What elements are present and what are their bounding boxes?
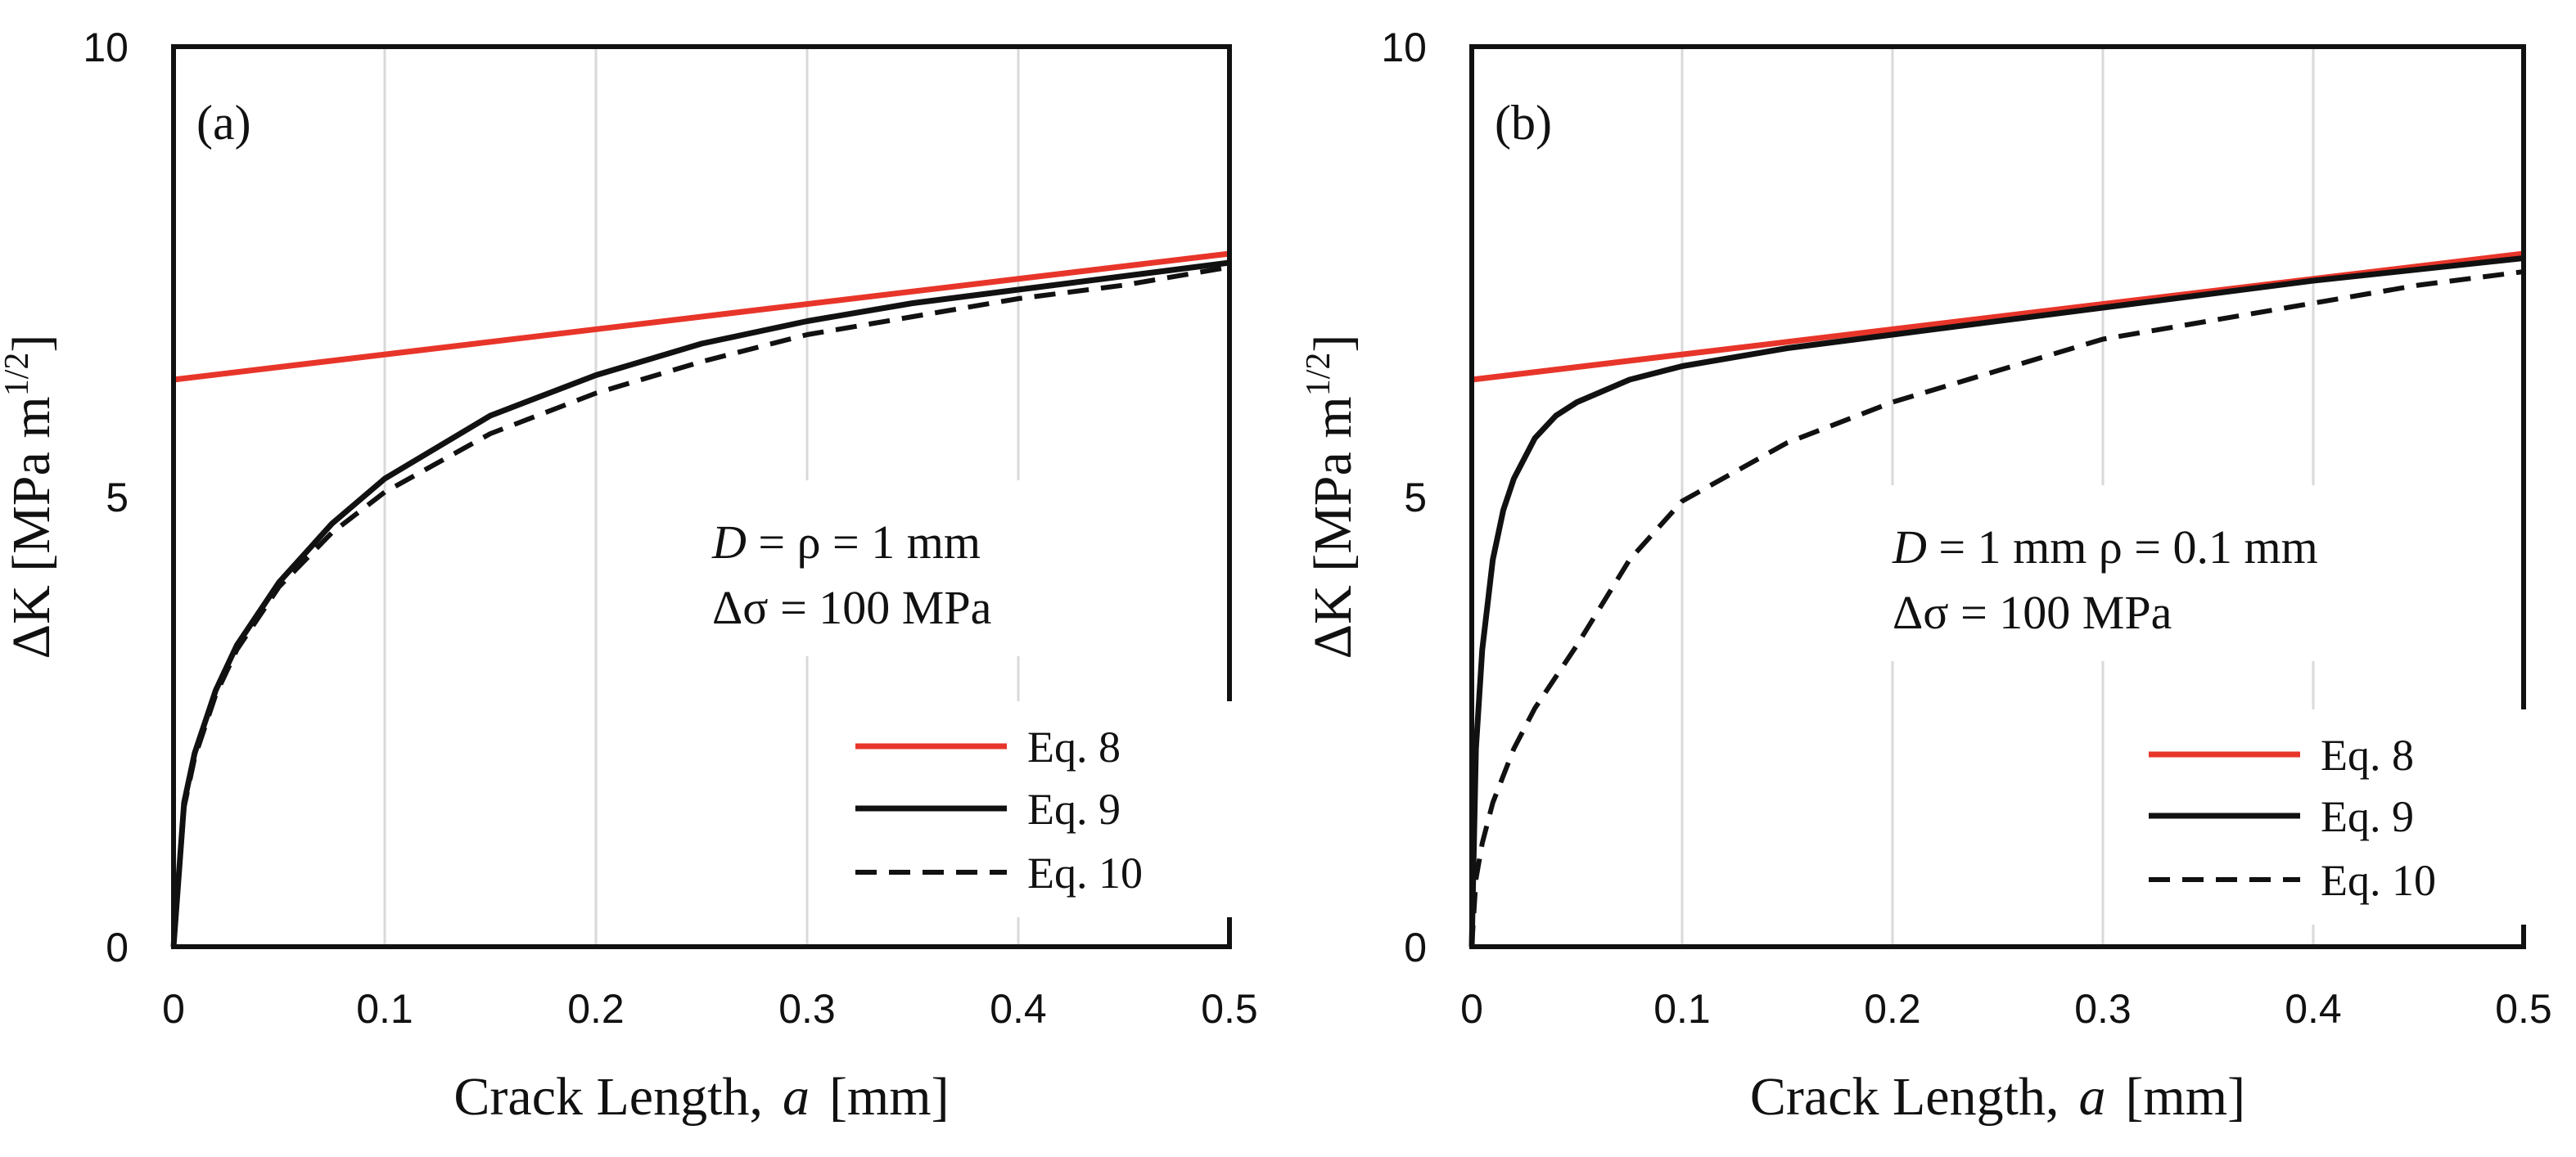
- chart-panel-a: 0 0.1 0.2 0.3 0.4 0.5 0 5 10 (a) Crack Length, a [mm…: [0, 25, 1258, 1127]
- x-axis-title-text: Crack Length,: [453, 1067, 763, 1127]
- series-line-eq-8: [173, 250, 1230, 383]
- x-tick-label: 0.4: [2285, 986, 2342, 1032]
- annotation-line-1: D = 1 mm ρ = 0.1 mm: [1892, 520, 2318, 574]
- y-tick-label: 10: [83, 25, 129, 70]
- annotation-line-2: Δσ = 100 MPa: [712, 581, 991, 634]
- y-axis-title-end: ]: [1303, 335, 1363, 353]
- annotation-text: = 1 mm ρ = 0.1 mm: [1927, 520, 2318, 574]
- x-tick-label: 0.5: [1201, 986, 1258, 1032]
- legend-label-eq-8: Eq. 8: [2321, 731, 2414, 780]
- annotation-variable: D: [1892, 520, 1927, 574]
- x-tick-label: 0: [162, 986, 185, 1032]
- panel-label: (a): [196, 96, 251, 150]
- x-tick-label: 0.3: [778, 986, 836, 1032]
- annotation-variable: D: [711, 515, 747, 569]
- y-axis-title-end: ]: [2, 335, 61, 353]
- x-tick-label: 0.1: [1653, 986, 1711, 1032]
- plot-area-frame: [171, 44, 1232, 949]
- y-tick-label: 5: [106, 475, 129, 520]
- y-axis-superscript: 1/2: [0, 353, 36, 397]
- x-tick-label: 0.4: [990, 986, 1047, 1032]
- legend: Eq. 8 Eq. 9 Eq. 10: [2128, 709, 2538, 925]
- legend-label-eq-8: Eq. 8: [1027, 723, 1121, 772]
- legend-label-eq-9: Eq. 9: [2321, 792, 2414, 841]
- legend-label-eq-10: Eq. 10: [2321, 856, 2436, 905]
- x-tick-label: 0: [1460, 986, 1483, 1032]
- legend: Eq. 8 Eq. 9 Eq. 10: [835, 701, 1244, 917]
- series-line-eq-10: [171, 264, 1230, 948]
- legend-label-eq-10: Eq. 10: [1027, 849, 1143, 898]
- x-axis-variable: a: [2078, 1067, 2105, 1127]
- x-axis-title-text: Crack Length,: [1750, 1067, 2059, 1127]
- x-axis-title: Crack Length, a [mm]: [453, 1067, 949, 1127]
- y-tick-label: 10: [1381, 25, 1427, 70]
- y-tick-label: 5: [1404, 475, 1427, 520]
- panel-label: (b): [1495, 96, 1552, 150]
- x-axis-unit: [mm]: [829, 1067, 950, 1127]
- x-axis-unit: [mm]: [2125, 1067, 2245, 1127]
- legend-label-eq-9: Eq. 9: [1027, 785, 1121, 834]
- y-tick-label: 0: [106, 925, 129, 970]
- y-tick-label: 0: [1404, 925, 1427, 970]
- x-tick-label: 0.2: [1864, 986, 1921, 1032]
- series-line-eq-10: [1469, 269, 2524, 948]
- y-axis-title: ΔK [MPa m1/2]: [1300, 335, 1363, 660]
- plot-area-frame: [1469, 44, 2526, 949]
- y-axis-superscript: 1/2: [1300, 353, 1338, 397]
- x-tick-label: 0.3: [2074, 986, 2132, 1032]
- annotation-background: [675, 480, 1207, 656]
- series-line-eq-9: [1468, 255, 2524, 948]
- annotation-line-2: Δσ = 100 MPa: [1893, 586, 2172, 639]
- y-axis-title-text: ΔK [MPa m: [1303, 396, 1363, 659]
- annotation-line-1: D = ρ = 1 mm: [711, 515, 981, 569]
- annotation-text: = ρ = 1 mm: [747, 515, 981, 569]
- x-tick-label: 0.5: [2495, 986, 2552, 1032]
- annotation-background: [1856, 485, 2388, 661]
- series-line-eq-9: [170, 259, 1230, 948]
- x-axis-title: Crack Length, a [mm]: [1750, 1067, 2245, 1127]
- y-axis-title-text: ΔK [MPa m: [2, 396, 61, 659]
- x-tick-label: 0.1: [356, 986, 413, 1032]
- y-axis-title: ΔK [MPa m1/2]: [0, 335, 61, 660]
- chart-panel-b: 0 0.1 0.2 0.3 0.4 0.5 0 5 10 (b) Crack Length, a [mm…: [1300, 25, 2552, 1127]
- x-tick-label: 0.2: [567, 986, 625, 1032]
- x-axis-variable: a: [783, 1067, 810, 1127]
